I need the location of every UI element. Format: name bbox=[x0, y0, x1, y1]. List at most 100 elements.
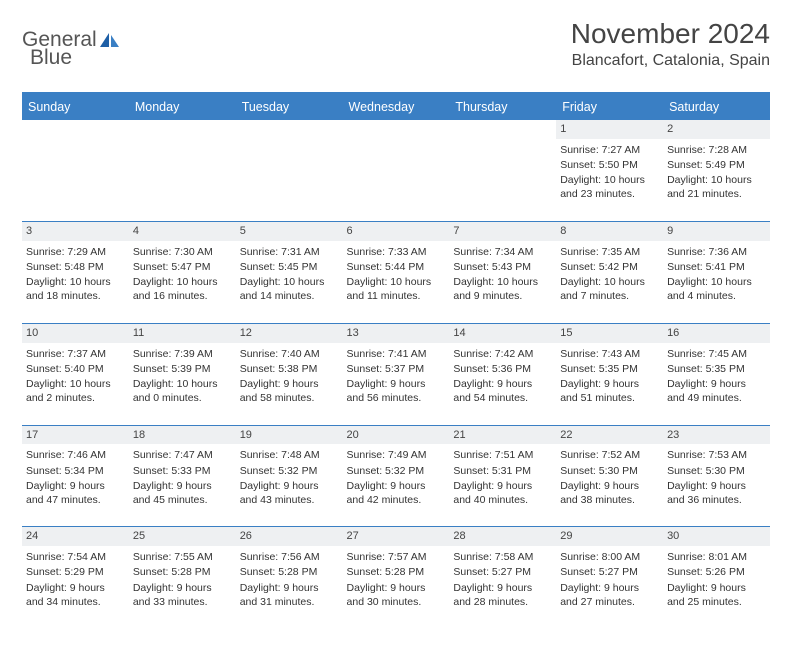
sunset-text: Sunset: 5:49 PM bbox=[667, 158, 766, 172]
day-cell: 7Sunrise: 7:34 AMSunset: 5:43 PMDaylight… bbox=[449, 221, 556, 323]
daylight-text: Daylight: 10 hours and 18 minutes. bbox=[26, 275, 125, 303]
sunset-text: Sunset: 5:35 PM bbox=[667, 362, 766, 376]
sunset-text: Sunset: 5:37 PM bbox=[347, 362, 446, 376]
day-cell: 24Sunrise: 7:54 AMSunset: 5:29 PMDayligh… bbox=[22, 526, 129, 628]
day-number: 26 bbox=[236, 526, 343, 546]
sunset-text: Sunset: 5:34 PM bbox=[26, 464, 125, 478]
day-number: 20 bbox=[343, 425, 450, 445]
day-number: 12 bbox=[236, 323, 343, 343]
day-cell: 21Sunrise: 7:51 AMSunset: 5:31 PMDayligh… bbox=[449, 425, 556, 527]
day-number: 6 bbox=[343, 221, 450, 241]
day-cell: 15Sunrise: 7:43 AMSunset: 5:35 PMDayligh… bbox=[556, 323, 663, 425]
sunset-text: Sunset: 5:42 PM bbox=[560, 260, 659, 274]
day-cell: 5Sunrise: 7:31 AMSunset: 5:45 PMDaylight… bbox=[236, 221, 343, 323]
day-details: Sunrise: 7:46 AMSunset: 5:34 PMDaylight:… bbox=[22, 444, 129, 526]
sunset-text: Sunset: 5:28 PM bbox=[133, 565, 232, 579]
day-number: 18 bbox=[129, 425, 236, 445]
month-title: November 2024 bbox=[571, 18, 770, 50]
day-details: Sunrise: 7:28 AMSunset: 5:49 PMDaylight:… bbox=[663, 139, 770, 221]
day-number: 21 bbox=[449, 425, 556, 445]
daylight-text: Daylight: 9 hours and 51 minutes. bbox=[560, 377, 659, 405]
day-details: Sunrise: 7:35 AMSunset: 5:42 PMDaylight:… bbox=[556, 241, 663, 323]
calendar-table: Sunday Monday Tuesday Wednesday Thursday… bbox=[22, 92, 770, 628]
week-row: 24Sunrise: 7:54 AMSunset: 5:29 PMDayligh… bbox=[22, 526, 770, 628]
sunrise-text: Sunrise: 7:41 AM bbox=[347, 347, 446, 361]
calendar-body: 1Sunrise: 7:27 AMSunset: 5:50 PMDaylight… bbox=[22, 120, 770, 628]
sunrise-text: Sunrise: 7:49 AM bbox=[347, 448, 446, 462]
day-header: Wednesday bbox=[343, 93, 450, 120]
sunrise-text: Sunrise: 7:42 AM bbox=[453, 347, 552, 361]
day-number: 17 bbox=[22, 425, 129, 445]
sunrise-text: Sunrise: 7:35 AM bbox=[560, 245, 659, 259]
day-cell: 12Sunrise: 7:40 AMSunset: 5:38 PMDayligh… bbox=[236, 323, 343, 425]
day-number: 23 bbox=[663, 425, 770, 445]
sail-icon bbox=[99, 31, 121, 49]
day-cell: 8Sunrise: 7:35 AMSunset: 5:42 PMDaylight… bbox=[556, 221, 663, 323]
sunset-text: Sunset: 5:33 PM bbox=[133, 464, 232, 478]
day-cell: 28Sunrise: 7:58 AMSunset: 5:27 PMDayligh… bbox=[449, 526, 556, 628]
day-details: Sunrise: 7:31 AMSunset: 5:45 PMDaylight:… bbox=[236, 241, 343, 323]
daylight-text: Daylight: 9 hours and 40 minutes. bbox=[453, 479, 552, 507]
day-header-row: Sunday Monday Tuesday Wednesday Thursday… bbox=[22, 93, 770, 120]
day-cell: 13Sunrise: 7:41 AMSunset: 5:37 PMDayligh… bbox=[343, 323, 450, 425]
sunset-text: Sunset: 5:30 PM bbox=[560, 464, 659, 478]
sunrise-text: Sunrise: 7:55 AM bbox=[133, 550, 232, 564]
day-details: Sunrise: 7:56 AMSunset: 5:28 PMDaylight:… bbox=[236, 546, 343, 628]
day-cell bbox=[343, 120, 450, 221]
daylight-text: Daylight: 9 hours and 34 minutes. bbox=[26, 581, 125, 609]
day-details: Sunrise: 7:54 AMSunset: 5:29 PMDaylight:… bbox=[22, 546, 129, 628]
page: General November 2024 Blancafort, Catalo… bbox=[0, 0, 792, 646]
day-cell: 14Sunrise: 7:42 AMSunset: 5:36 PMDayligh… bbox=[449, 323, 556, 425]
day-cell: 16Sunrise: 7:45 AMSunset: 5:35 PMDayligh… bbox=[663, 323, 770, 425]
sunrise-text: Sunrise: 7:48 AM bbox=[240, 448, 339, 462]
daylight-text: Daylight: 9 hours and 56 minutes. bbox=[347, 377, 446, 405]
daylight-text: Daylight: 10 hours and 2 minutes. bbox=[26, 377, 125, 405]
day-details: Sunrise: 7:30 AMSunset: 5:47 PMDaylight:… bbox=[129, 241, 236, 323]
week-row: 1Sunrise: 7:27 AMSunset: 5:50 PMDaylight… bbox=[22, 120, 770, 221]
day-details: Sunrise: 7:36 AMSunset: 5:41 PMDaylight:… bbox=[663, 241, 770, 323]
day-cell bbox=[129, 120, 236, 221]
sunrise-text: Sunrise: 7:45 AM bbox=[667, 347, 766, 361]
day-cell: 1Sunrise: 7:27 AMSunset: 5:50 PMDaylight… bbox=[556, 120, 663, 221]
sunset-text: Sunset: 5:43 PM bbox=[453, 260, 552, 274]
day-number: 10 bbox=[22, 323, 129, 343]
sunset-text: Sunset: 5:50 PM bbox=[560, 158, 659, 172]
sunrise-text: Sunrise: 7:36 AM bbox=[667, 245, 766, 259]
daylight-text: Daylight: 10 hours and 21 minutes. bbox=[667, 173, 766, 201]
day-number: 8 bbox=[556, 221, 663, 241]
day-header: Tuesday bbox=[236, 93, 343, 120]
sunrise-text: Sunrise: 7:53 AM bbox=[667, 448, 766, 462]
day-details: Sunrise: 8:01 AMSunset: 5:26 PMDaylight:… bbox=[663, 546, 770, 628]
day-details: Sunrise: 7:45 AMSunset: 5:35 PMDaylight:… bbox=[663, 343, 770, 425]
day-details: Sunrise: 8:00 AMSunset: 5:27 PMDaylight:… bbox=[556, 546, 663, 628]
day-header: Friday bbox=[556, 93, 663, 120]
sunrise-text: Sunrise: 8:00 AM bbox=[560, 550, 659, 564]
day-details: Sunrise: 7:49 AMSunset: 5:32 PMDaylight:… bbox=[343, 444, 450, 526]
week-row: 10Sunrise: 7:37 AMSunset: 5:40 PMDayligh… bbox=[22, 323, 770, 425]
day-cell: 26Sunrise: 7:56 AMSunset: 5:28 PMDayligh… bbox=[236, 526, 343, 628]
sunset-text: Sunset: 5:40 PM bbox=[26, 362, 125, 376]
day-details: Sunrise: 7:33 AMSunset: 5:44 PMDaylight:… bbox=[343, 241, 450, 323]
day-cell: 22Sunrise: 7:52 AMSunset: 5:30 PMDayligh… bbox=[556, 425, 663, 527]
sunset-text: Sunset: 5:39 PM bbox=[133, 362, 232, 376]
sunrise-text: Sunrise: 8:01 AM bbox=[667, 550, 766, 564]
day-cell: 25Sunrise: 7:55 AMSunset: 5:28 PMDayligh… bbox=[129, 526, 236, 628]
daylight-text: Daylight: 10 hours and 23 minutes. bbox=[560, 173, 659, 201]
day-details: Sunrise: 7:29 AMSunset: 5:48 PMDaylight:… bbox=[22, 241, 129, 323]
sunrise-text: Sunrise: 7:39 AM bbox=[133, 347, 232, 361]
daylight-text: Daylight: 9 hours and 45 minutes. bbox=[133, 479, 232, 507]
day-cell: 10Sunrise: 7:37 AMSunset: 5:40 PMDayligh… bbox=[22, 323, 129, 425]
sunrise-text: Sunrise: 7:47 AM bbox=[133, 448, 232, 462]
day-cell bbox=[449, 120, 556, 221]
day-header: Saturday bbox=[663, 93, 770, 120]
day-details: Sunrise: 7:47 AM Sunset: 5:33 PMDaylight:… bbox=[129, 444, 236, 526]
daylight-text: Daylight: 10 hours and 14 minutes. bbox=[240, 275, 339, 303]
day-details: Sunrise: 7:52 AMSunset: 5:30 PMDaylight:… bbox=[556, 444, 663, 526]
day-details: Sunrise: 7:43 AMSunset: 5:35 PMDaylight:… bbox=[556, 343, 663, 425]
sunrise-text: Sunrise: 7:28 AM bbox=[667, 143, 766, 157]
day-cell bbox=[236, 120, 343, 221]
day-details: Sunrise: 7:42 AMSunset: 5:36 PMDaylight:… bbox=[449, 343, 556, 425]
sunset-text: Sunset: 5:27 PM bbox=[453, 565, 552, 579]
day-cell: 30Sunrise: 8:01 AMSunset: 5:26 PMDayligh… bbox=[663, 526, 770, 628]
sunrise-text: Sunrise: 7:51 AM bbox=[453, 448, 552, 462]
